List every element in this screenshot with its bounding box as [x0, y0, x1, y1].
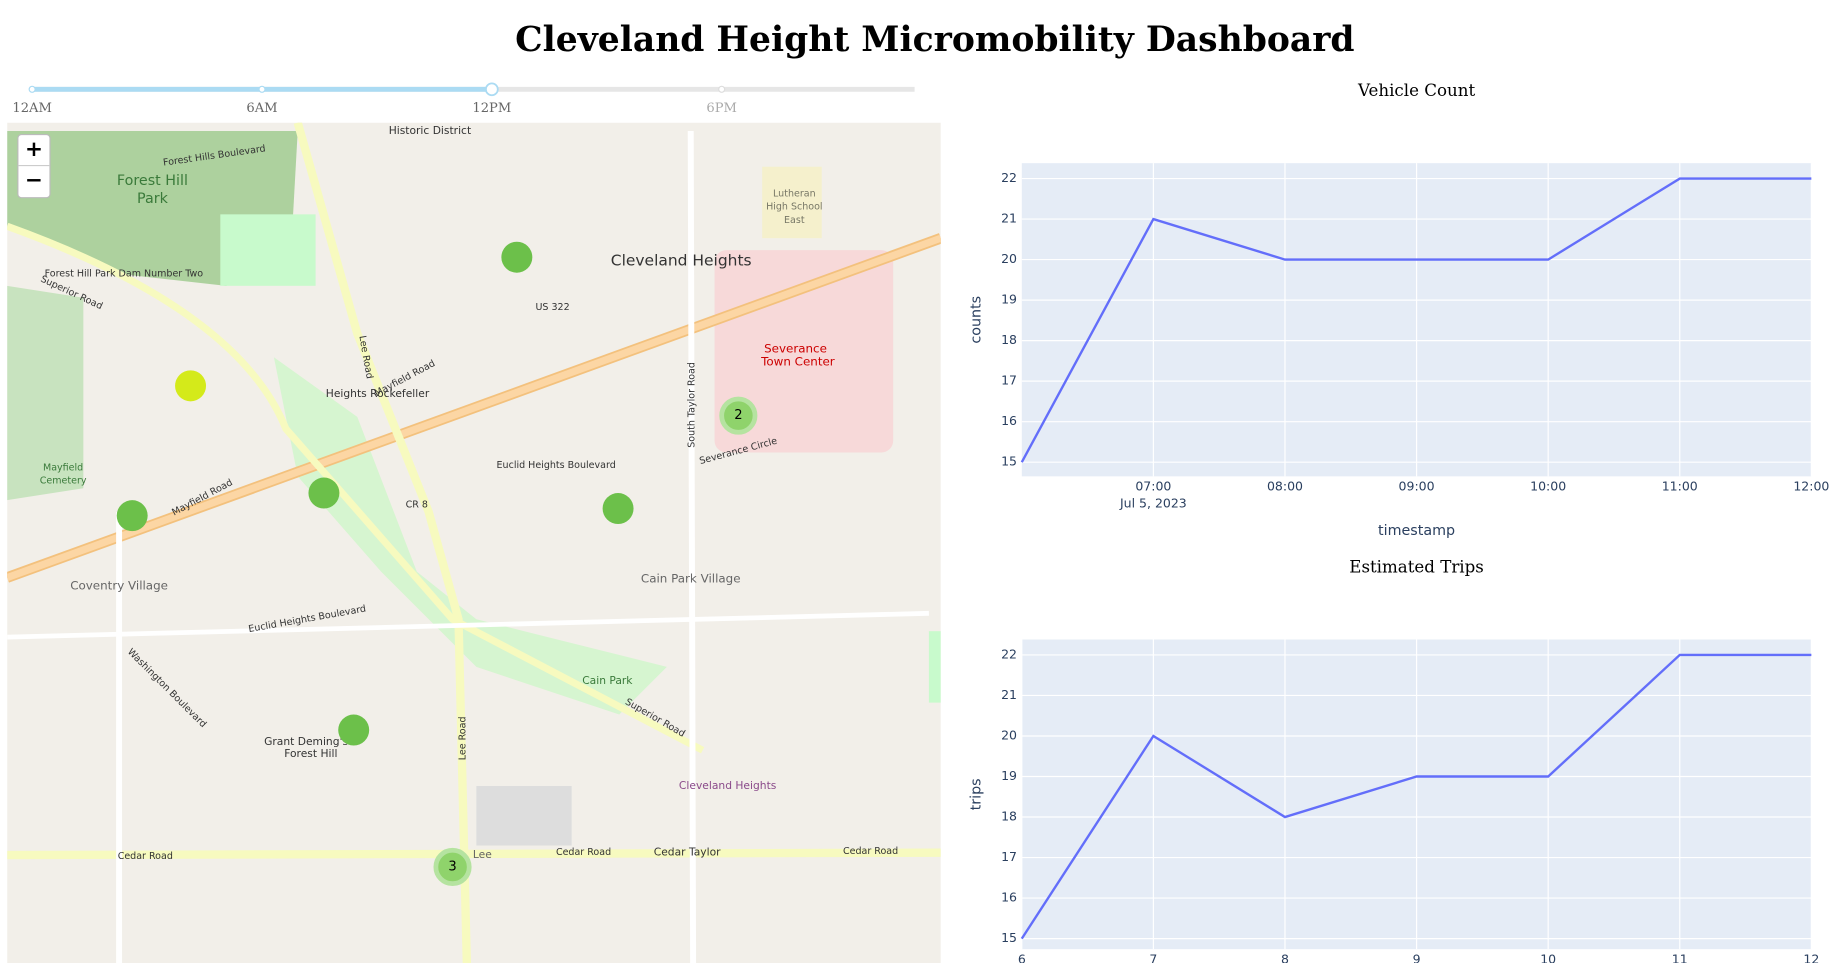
y-tick-label: 15: [1001, 930, 1017, 945]
data-line: [1020, 653, 1812, 940]
vehicle-markers: 2 3: [116, 241, 758, 887]
zoom-out[interactable]: −: [25, 168, 43, 193]
scooter-marker[interactable]: [501, 241, 533, 273]
map[interactable]: [7, 122, 941, 963]
slider-dot: [28, 85, 36, 93]
x-tick-label: 09:00: [1399, 479, 1435, 494]
x-axis-label: timestamp: [1378, 523, 1455, 539]
y-tick-label: 21: [1001, 211, 1017, 226]
map-label: Forest Hill Park Dam Number Two: [45, 268, 204, 279]
slider-mark: 12AM: [12, 101, 51, 116]
map-label: US 322: [535, 302, 569, 313]
slider-mark: 12PM: [472, 101, 511, 116]
y-tick-label: 21: [1001, 687, 1017, 702]
y-tick-label: 22: [1001, 170, 1017, 185]
map-label: Forest Hill: [117, 173, 188, 189]
x-tick-label: 12:00: [1793, 479, 1829, 494]
scooter-marker[interactable]: [308, 477, 340, 509]
map-label: Grant Deming's: [264, 735, 348, 748]
y-tick-label: 18: [1001, 809, 1017, 824]
slider-dot: [718, 85, 726, 93]
chart-title: Vehicle Count: [1357, 81, 1475, 100]
x-tick-label: 10:00: [1530, 479, 1566, 494]
map-label: CR 8: [406, 499, 428, 510]
y-tick-label: 22: [1001, 646, 1017, 661]
y-tick-label: 19: [1001, 768, 1017, 783]
x-tick-label: 10: [1540, 951, 1556, 963]
scooter-marker[interactable]: [602, 493, 634, 524]
y-tick-label: 20: [1001, 727, 1017, 742]
map-label: Cain Park Village: [641, 571, 741, 585]
map-label: Heights Rockefeller: [326, 387, 430, 400]
x-tick-label: 12: [1803, 951, 1819, 963]
time-slider[interactable]: 12AM 6AM 12PM 6PM: [12, 82, 915, 116]
y-tick-label: 17: [1001, 849, 1017, 864]
map-label: Cain Park: [582, 674, 633, 687]
cluster-marker[interactable]: [719, 396, 758, 435]
x-tick-label: 9: [1413, 951, 1421, 963]
map-label: High School: [766, 202, 823, 213]
slider-mark: 6AM: [246, 101, 277, 116]
cluster-count: 2: [734, 408, 742, 423]
map-label: Cleveland Heights: [679, 779, 777, 792]
y-tick-label: 16: [1001, 890, 1017, 905]
map-label: Cedar Taylor: [654, 846, 721, 859]
y-axis-label: counts: [969, 296, 985, 344]
map-label: Mayfield: [43, 463, 83, 474]
x-tick-label: 08:00: [1267, 479, 1303, 494]
map-label: Lee Road: [458, 716, 469, 760]
map-label: Park: [137, 191, 169, 207]
map-label: Historic District: [389, 124, 471, 137]
map-label: Coventry Village: [70, 578, 168, 592]
x-tick-label: 11: [1672, 951, 1688, 963]
map-label: South Taylor Road: [686, 362, 697, 448]
bike-marker[interactable]: [116, 500, 148, 532]
slider-dot: [258, 85, 266, 93]
map-label: Severance: [764, 341, 827, 355]
y-tick-label: 15: [1001, 454, 1017, 469]
map-label: Cemetery: [40, 476, 87, 487]
x-date-label: Jul 5, 2023: [1119, 495, 1187, 510]
chart-title: Estimated Trips: [1349, 558, 1484, 577]
slider-mark: 6PM: [706, 101, 737, 116]
map-label: Lee: [473, 848, 492, 861]
zoom-control[interactable]: + −: [17, 133, 51, 199]
x-tick-label: 7: [1149, 951, 1157, 963]
x-tick-label: 6: [1018, 951, 1026, 963]
scooter-marker[interactable]: [338, 714, 370, 746]
y-tick-label: 20: [1001, 251, 1017, 266]
scooter-marker[interactable]: [175, 370, 207, 402]
y-axis-label: trips: [969, 778, 985, 810]
cluster-count: 3: [448, 859, 456, 874]
data-line: [1020, 177, 1812, 463]
y-tick-label: 19: [1001, 292, 1017, 307]
x-tick-label: 8: [1281, 951, 1289, 963]
map-label: Cedar Road: [118, 851, 173, 862]
page-title: Cleveland Height Micromobility Dashboard: [515, 20, 1354, 60]
map-label: Cedar Road: [843, 846, 898, 857]
cluster-marker[interactable]: [433, 847, 472, 887]
map-label: Cedar Road: [556, 847, 611, 858]
map-label: East: [784, 215, 805, 226]
y-tick-label: 18: [1001, 332, 1017, 347]
map-label: Forest Hill: [284, 747, 337, 760]
map-label: Lutheran: [773, 189, 816, 200]
x-tick-label: 11:00: [1662, 479, 1698, 494]
y-tick-label: 16: [1001, 413, 1017, 428]
map-label: Cleveland Heights: [611, 251, 752, 269]
map-label: Town Center: [760, 355, 835, 369]
map-label: Euclid Heights Boulevard: [497, 460, 616, 471]
slider-dot: [484, 82, 499, 97]
zoom-in[interactable]: +: [25, 137, 43, 162]
y-tick-label: 17: [1001, 373, 1017, 388]
x-tick-label: 07:00: [1135, 479, 1171, 494]
